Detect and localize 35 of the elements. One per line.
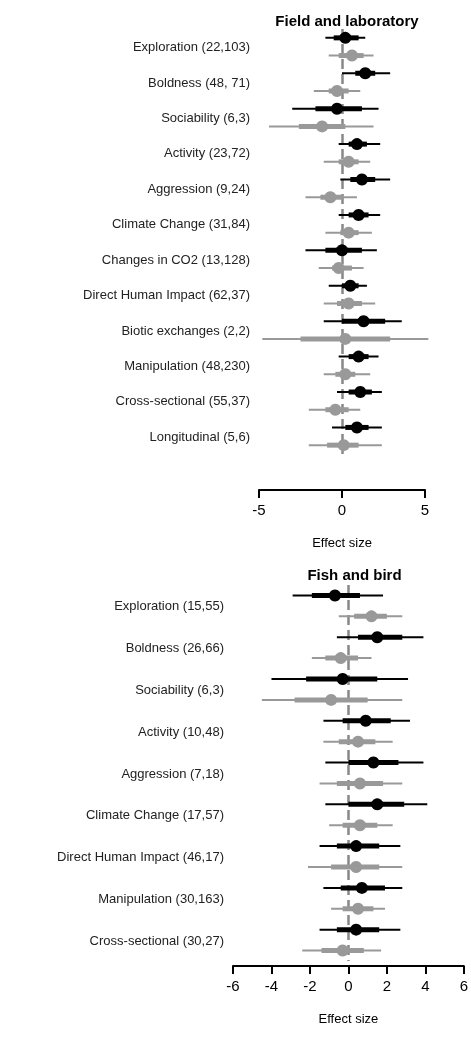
- x-tick-label: -4: [264, 977, 279, 994]
- x-tick-label: 4: [421, 977, 430, 994]
- y-tick-label: Aggression (9,24): [147, 180, 250, 196]
- y-tick-label: Climate Change (17,57): [85, 807, 224, 823]
- y-tick-label: Manipulation (48,230): [124, 357, 250, 373]
- y-tick-label: Boldness (26,66): [125, 640, 224, 656]
- x-tick-label: 6: [459, 977, 468, 994]
- x-tick-label: 2: [382, 977, 392, 994]
- y-tick-label: Exploration (22,103): [132, 39, 250, 55]
- x-tick-label: -2: [303, 977, 317, 994]
- x-axis-title: Effect size: [318, 1011, 379, 1026]
- y-tick-label: Sociability (6,3): [135, 681, 224, 697]
- chart-title: Field and laboratory: [275, 12, 420, 29]
- x-tick-label: -6: [226, 977, 240, 994]
- y-tick-label: Manipulation (30,163): [98, 890, 224, 906]
- y-tick-label: Climate Change (31,84): [111, 216, 250, 232]
- y-tick-label: Activity (10,48): [138, 723, 224, 739]
- x-tick-label: 0: [344, 977, 353, 994]
- y-tick-label: Activity (23,72): [164, 145, 250, 161]
- y-tick-label: Direct Human Impact (62,37): [83, 287, 250, 303]
- y-tick-label: Direct Human Impact (46,17): [57, 849, 224, 865]
- y-tick-label: Exploration (15,55): [114, 598, 224, 614]
- y-tick-label: Longitudinal (5,6): [149, 428, 250, 444]
- x-tick-label: 5: [420, 501, 430, 518]
- y-tick-label: Aggression (7,18): [121, 765, 224, 781]
- x-tick-label: -5: [252, 501, 266, 518]
- y-tick-label: Boldness (48, 71): [148, 74, 250, 90]
- x-tick-label: 0: [337, 501, 347, 518]
- x-axis-title: Effect size: [312, 535, 372, 550]
- y-tick-label: Sociability (6,3): [161, 110, 250, 126]
- y-tick-label: Cross-sectional (30,27): [89, 932, 224, 948]
- chart-title: Fish and bird: [307, 566, 402, 583]
- y-tick-label: Cross-sectional (55,37): [115, 393, 250, 409]
- y-tick-label: Biotic exchanges (2,2): [121, 322, 250, 338]
- y-tick-label: Changes in CO2 (13,128): [101, 251, 250, 267]
